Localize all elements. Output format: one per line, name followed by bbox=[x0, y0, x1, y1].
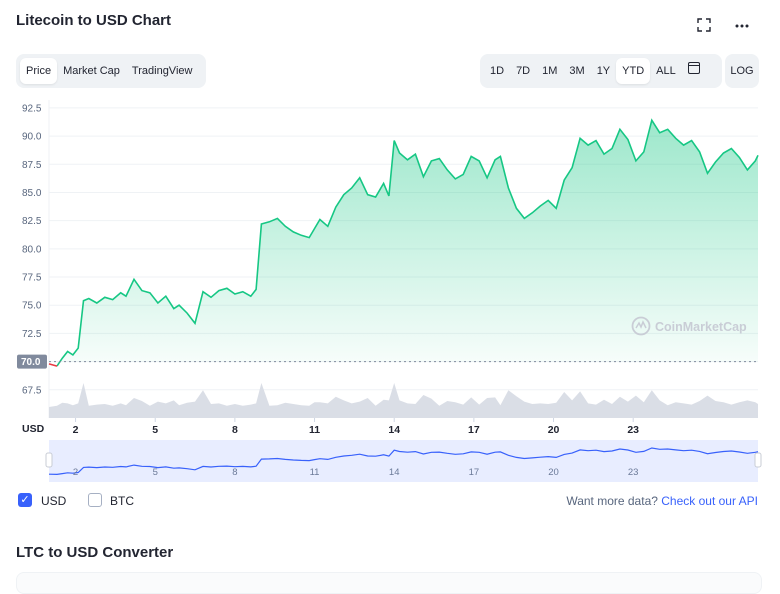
more-icon[interactable] bbox=[733, 18, 751, 36]
range-all[interactable]: ALL bbox=[656, 65, 676, 77]
price-chart: 67.5 72.5 75.0 77.5 80.0 82.5 85.0 87.5 90.0 92.5… bbox=[17, 100, 762, 482]
y-tick-label: 82.5 bbox=[22, 216, 42, 227]
converter-title: LTC to USD Converter bbox=[16, 544, 174, 561]
api-link[interactable]: Check out our API bbox=[661, 494, 758, 508]
x-tick-label: 20 bbox=[548, 424, 560, 436]
page-title: Litecoin to USD Chart bbox=[16, 12, 172, 29]
navigator-left-handle[interactable] bbox=[45, 452, 53, 468]
x-tick-label: 23 bbox=[627, 424, 639, 436]
volume-bars bbox=[49, 383, 758, 418]
tab-price[interactable]: Price bbox=[20, 58, 58, 84]
navigator-right-handle[interactable] bbox=[754, 452, 762, 468]
y-tick-label: 87.5 bbox=[22, 160, 42, 171]
api-promo: Want more data? Check out our API bbox=[566, 494, 758, 508]
watermark-text: CoinMarketCap bbox=[655, 320, 747, 334]
log-toggle-group: LOG bbox=[725, 54, 759, 88]
open-price-label: 70.0 bbox=[21, 357, 41, 368]
y-axis-labels: 67.5 72.5 75.0 77.5 80.0 82.5 85.0 87.5 90.0 92.5 bbox=[22, 103, 42, 396]
y-tick-label: 67.5 bbox=[22, 385, 42, 396]
currency-axis-label: USD bbox=[22, 423, 45, 435]
calendar-button[interactable] bbox=[682, 58, 706, 84]
usd-checkbox[interactable]: ✓ bbox=[18, 493, 32, 507]
range-ytd[interactable]: YTD bbox=[616, 58, 651, 84]
y-tick-label: 80.0 bbox=[22, 244, 42, 255]
navigator-tick-label: 8 bbox=[232, 467, 237, 478]
tab-tradingview[interactable]: TradingView bbox=[131, 65, 193, 77]
price-area-fill bbox=[57, 120, 758, 367]
calendar-icon bbox=[687, 62, 700, 74]
navigator-tick-label: 20 bbox=[548, 467, 559, 478]
x-tick-label: 14 bbox=[388, 424, 400, 436]
converter-box bbox=[16, 572, 762, 594]
range-navigator: 2 5 8 11 14 17 20 23 bbox=[45, 440, 762, 482]
range-tabs: 1D 7D 1M 3M 1Y YTD ALL bbox=[480, 54, 722, 88]
check-icon: ✓ bbox=[20, 494, 30, 506]
range-1m[interactable]: 1M bbox=[542, 65, 558, 77]
range-1y[interactable]: 1Y bbox=[596, 65, 611, 77]
usd-checkbox-label: USD bbox=[41, 494, 67, 508]
x-tick-label: 8 bbox=[232, 424, 238, 436]
navigator-tick-label: 17 bbox=[469, 467, 480, 478]
btc-checkbox[interactable] bbox=[88, 493, 102, 507]
fullscreen-icon[interactable] bbox=[695, 18, 713, 36]
chart-type-tabs: Price Market Cap TradingView bbox=[16, 54, 206, 88]
x-tick-label: 17 bbox=[468, 424, 480, 436]
navigator-tick-label: 11 bbox=[310, 467, 320, 478]
y-tick-label: 72.5 bbox=[22, 329, 42, 340]
navigator-labels: 2 5 8 11 14 17 20 23 bbox=[73, 467, 639, 478]
x-axis-labels: 2 5 8 11 14 17 20 23 bbox=[73, 418, 639, 436]
open-price-line bbox=[48, 363, 58, 367]
x-tick-label: 11 bbox=[309, 424, 320, 436]
y-tick-label: 77.5 bbox=[22, 273, 42, 284]
range-3m[interactable]: 3M bbox=[569, 65, 585, 77]
navigator-tick-label: 23 bbox=[628, 467, 639, 478]
navigator-line bbox=[48, 447, 759, 476]
volume-area bbox=[49, 383, 758, 418]
navigator-tick-label: 5 bbox=[153, 467, 158, 478]
open-price-tag: 70.0 bbox=[17, 354, 47, 369]
log-toggle[interactable]: LOG bbox=[730, 65, 754, 77]
btc-checkbox-label: BTC bbox=[110, 494, 134, 508]
watermark: CoinMarketCap bbox=[631, 316, 747, 336]
tab-market-cap[interactable]: Market Cap bbox=[63, 65, 120, 77]
navigator-tick-label: 14 bbox=[389, 467, 400, 478]
x-tick-label: 2 bbox=[73, 424, 79, 436]
y-tick-label: 92.5 bbox=[22, 103, 42, 114]
y-tick-label: 90.0 bbox=[22, 132, 42, 143]
navigator-tick-label: 2 bbox=[73, 467, 78, 478]
api-promo-text: Want more data? bbox=[566, 494, 658, 508]
y-tick-label: 75.0 bbox=[22, 301, 42, 312]
range-7d[interactable]: 7D bbox=[516, 65, 531, 77]
price-line bbox=[56, 118, 759, 367]
y-tick-label: 85.0 bbox=[22, 188, 42, 199]
range-1d[interactable]: 1D bbox=[490, 65, 505, 77]
x-tick-label: 5 bbox=[152, 424, 158, 436]
